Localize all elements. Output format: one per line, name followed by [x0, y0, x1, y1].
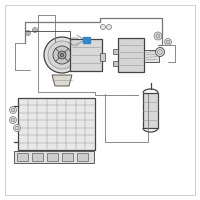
- Circle shape: [164, 38, 172, 46]
- Circle shape: [26, 30, 30, 36]
- Bar: [14, 151, 94, 163]
- Bar: [32, 153, 43, 161]
- Circle shape: [166, 40, 170, 44]
- Circle shape: [10, 116, 16, 123]
- Bar: [113, 61, 118, 66]
- Circle shape: [156, 34, 160, 38]
- Bar: [70, 39, 102, 71]
- Polygon shape: [52, 75, 72, 86]
- Bar: [18, 98, 95, 150]
- Bar: [144, 50, 159, 62]
- Bar: [113, 49, 118, 54]
- Circle shape: [60, 53, 64, 57]
- Bar: [62, 153, 73, 161]
- Circle shape: [32, 27, 38, 32]
- Bar: [143, 93, 158, 128]
- Circle shape: [53, 46, 71, 64]
- Bar: [77, 153, 88, 161]
- Circle shape: [158, 49, 162, 54]
- Bar: [100, 53, 105, 61]
- Circle shape: [58, 51, 66, 59]
- Bar: [17, 153, 28, 161]
- Circle shape: [44, 37, 80, 73]
- Circle shape: [27, 32, 29, 34]
- Circle shape: [14, 124, 21, 132]
- Circle shape: [106, 24, 112, 29]
- Circle shape: [154, 32, 162, 40]
- Circle shape: [48, 41, 76, 69]
- Circle shape: [10, 106, 16, 114]
- Circle shape: [11, 118, 15, 122]
- Circle shape: [34, 29, 36, 31]
- Circle shape: [101, 24, 106, 29]
- Circle shape: [156, 47, 164, 56]
- Circle shape: [15, 126, 19, 130]
- Bar: [118, 38, 144, 72]
- Circle shape: [11, 108, 15, 112]
- Bar: [83, 37, 90, 43]
- Bar: [47, 153, 58, 161]
